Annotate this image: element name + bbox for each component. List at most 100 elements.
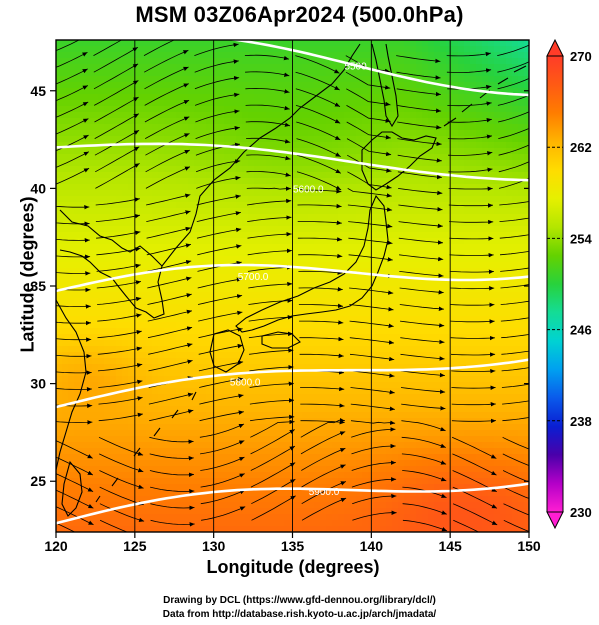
colorbar: 270 262 254 246 238 230: [546, 38, 592, 530]
streamline: [346, 105, 391, 123]
streamline: [97, 296, 142, 305]
streamline: [96, 230, 141, 239]
streamline: [145, 166, 191, 189]
streamline: [56, 271, 91, 276]
streamline: [196, 227, 242, 239]
streamline: [56, 68, 88, 85]
streamline: [245, 87, 290, 94]
streamline: [96, 280, 142, 289]
streamline: [300, 431, 346, 455]
streamline: [450, 302, 495, 308]
streamline: [398, 237, 444, 245]
streamline: [56, 85, 89, 102]
streamline: [346, 88, 391, 107]
streamline: [401, 403, 446, 411]
streamline: [498, 177, 529, 189]
colorbar-ticks: 270 262 254 246 238 230: [547, 49, 592, 520]
streamline: [401, 420, 446, 432]
streamline: [150, 486, 195, 494]
streamline: [197, 244, 242, 256]
streamline: [144, 66, 189, 90]
y-tick-label: 35: [30, 278, 46, 294]
streamline: [150, 519, 195, 527]
streamline: [503, 503, 529, 516]
streamline: [94, 113, 140, 139]
streamline: [296, 154, 342, 174]
streamline: [56, 420, 93, 425]
streamline: [298, 287, 343, 292]
streamline: [93, 46, 139, 73]
streamline: [502, 436, 529, 450]
streamline: [198, 327, 243, 339]
streamline: [299, 336, 344, 342]
streamline: [200, 489, 246, 505]
credit-data-source: Data from http://database.rish.kyoto-u.a…: [162, 609, 437, 620]
streamline: [246, 186, 291, 191]
streamline: [56, 118, 89, 135]
streamline: [448, 186, 493, 192]
streamline: [94, 96, 139, 123]
colorbar-body: [546, 55, 564, 513]
streamline: [297, 203, 342, 209]
colorbar-tick-label: 246: [570, 323, 592, 338]
streamline: [500, 284, 529, 289]
streamline: [194, 42, 239, 56]
streamline: [297, 188, 342, 194]
streamline: [300, 403, 345, 408]
sakhalin-coast: [371, 43, 399, 128]
graticule: [134, 40, 451, 532]
streamline: [399, 271, 444, 278]
streamline: [398, 221, 443, 229]
streamline: [499, 250, 529, 256]
streamline: [396, 71, 441, 80]
streamline: [194, 59, 239, 73]
streamline: [146, 226, 191, 239]
streamline: [146, 210, 191, 222]
streamline: [198, 360, 244, 372]
streamline: [195, 109, 240, 123]
streamline: [351, 427, 396, 438]
y-tick-label: 45: [30, 83, 46, 99]
streamline: [452, 503, 498, 526]
streamline: [351, 460, 396, 471]
streamline: [143, 40, 175, 56]
streamline: [248, 331, 294, 339]
streamline: [498, 128, 529, 139]
streamline: [447, 117, 492, 123]
x-tick-label: 135: [281, 538, 305, 554]
colorbar-tick-label: 254: [570, 231, 592, 246]
streamline: [501, 334, 529, 339]
streamline: [299, 320, 344, 325]
x-tick-label: 120: [44, 538, 68, 554]
streamline: [249, 348, 294, 355]
streamline: [298, 270, 343, 275]
streamline: [502, 417, 529, 422]
streamline: [200, 440, 245, 455]
x-tick-label: 145: [438, 538, 462, 554]
streamline: [497, 78, 529, 90]
streamline: [499, 234, 529, 239]
y-tick-label: 25: [30, 473, 46, 489]
streamline: [56, 440, 93, 459]
streamline: [295, 71, 340, 91]
streamline: [402, 519, 448, 532]
streamline: [296, 138, 341, 157]
streamline: [502, 453, 529, 466]
streamline: [248, 315, 293, 322]
streamline: [501, 367, 529, 372]
streamline: [352, 493, 397, 505]
streamline: [297, 237, 343, 242]
streamline: [250, 445, 296, 471]
streamline: [447, 134, 493, 140]
streamline: [195, 159, 241, 173]
streamline: [396, 88, 441, 97]
streamline: [501, 383, 529, 388]
streamline: [199, 410, 244, 422]
streamline: [301, 464, 346, 488]
streamline: [56, 506, 94, 526]
streamline: [249, 381, 294, 388]
contour-label: 5700.0: [238, 272, 269, 283]
streamline: [345, 71, 391, 90]
streamline: [148, 342, 193, 355]
